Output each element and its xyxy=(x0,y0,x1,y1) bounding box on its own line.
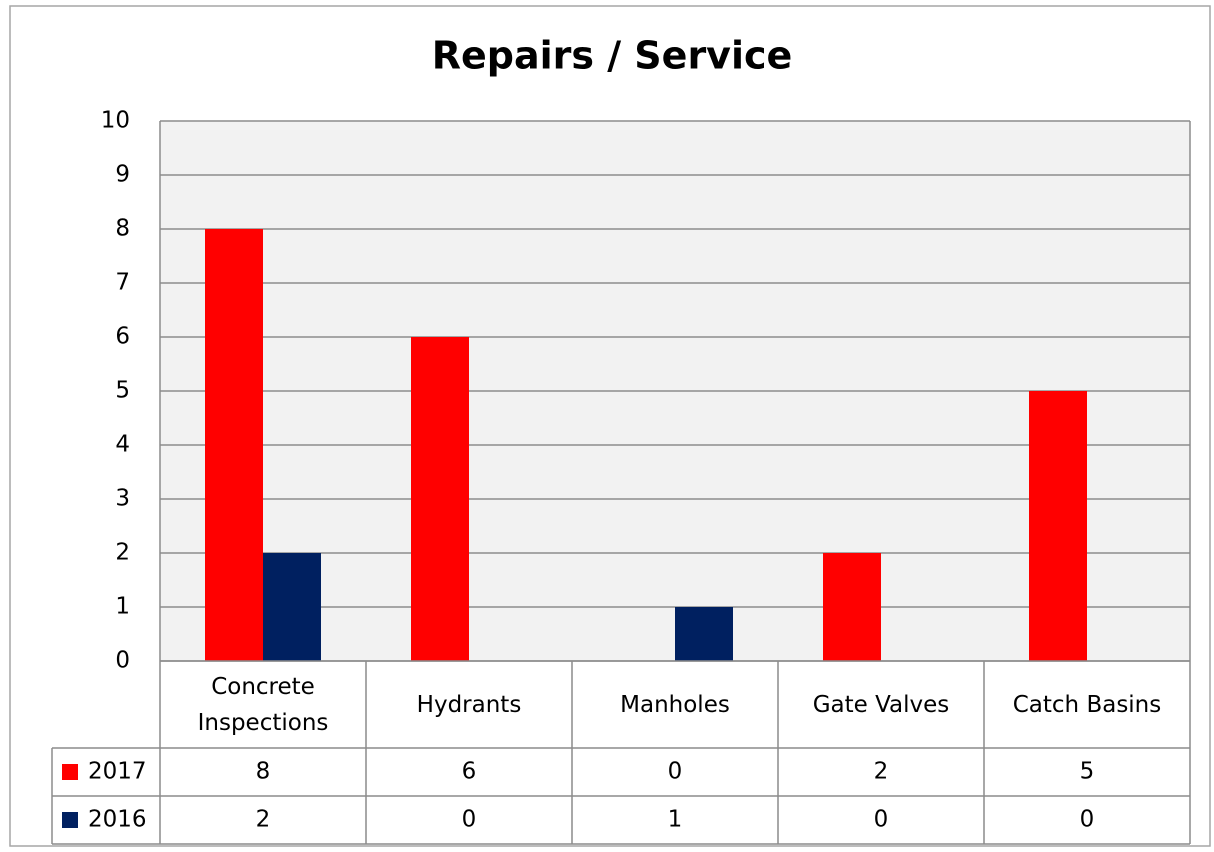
y-tick-label: 4 xyxy=(115,432,130,458)
x-tick-label: Hydrants xyxy=(416,691,522,718)
table-value: 2 xyxy=(874,759,889,785)
table-value: 0 xyxy=(668,759,683,785)
table-value: 1 xyxy=(668,807,683,833)
y-tick-label: 7 xyxy=(115,270,130,296)
table-value: 6 xyxy=(462,759,477,785)
bar xyxy=(411,337,469,661)
chart-border xyxy=(9,5,1211,847)
x-tick-label: Concrete Inspections xyxy=(197,673,329,736)
table-value: 0 xyxy=(462,807,477,833)
chart-title: Repairs / Service xyxy=(432,34,793,78)
bar xyxy=(1029,391,1087,661)
table-value: 8 xyxy=(256,759,271,785)
y-tick-label: 0 xyxy=(115,648,130,674)
table-value: 5 xyxy=(1080,759,1095,785)
table-value: 0 xyxy=(1080,807,1095,833)
table-value: 2 xyxy=(256,807,271,833)
bar xyxy=(205,229,263,661)
y-tick-label: 2 xyxy=(115,540,130,566)
y-tick-label: 9 xyxy=(115,162,130,188)
bar xyxy=(823,553,881,661)
x-tick-label: Manholes xyxy=(620,691,730,718)
legend-label: 2016 xyxy=(88,807,147,833)
x-tick-label: Gate Valves xyxy=(812,691,950,718)
y-tick-label: 10 xyxy=(101,108,130,134)
legend-label: 2017 xyxy=(88,759,147,785)
y-tick-label: 3 xyxy=(115,486,130,512)
legend-swatch xyxy=(62,812,78,828)
x-tick-label: Catch Basins xyxy=(1012,691,1162,718)
bar xyxy=(675,607,733,661)
table-value: 0 xyxy=(874,807,889,833)
y-tick-label: 6 xyxy=(115,324,130,350)
y-tick-label: 1 xyxy=(115,594,130,620)
y-tick-label: 8 xyxy=(115,216,130,242)
bar xyxy=(263,553,321,661)
legend-swatch xyxy=(62,764,78,780)
y-tick-label: 5 xyxy=(115,378,130,404)
